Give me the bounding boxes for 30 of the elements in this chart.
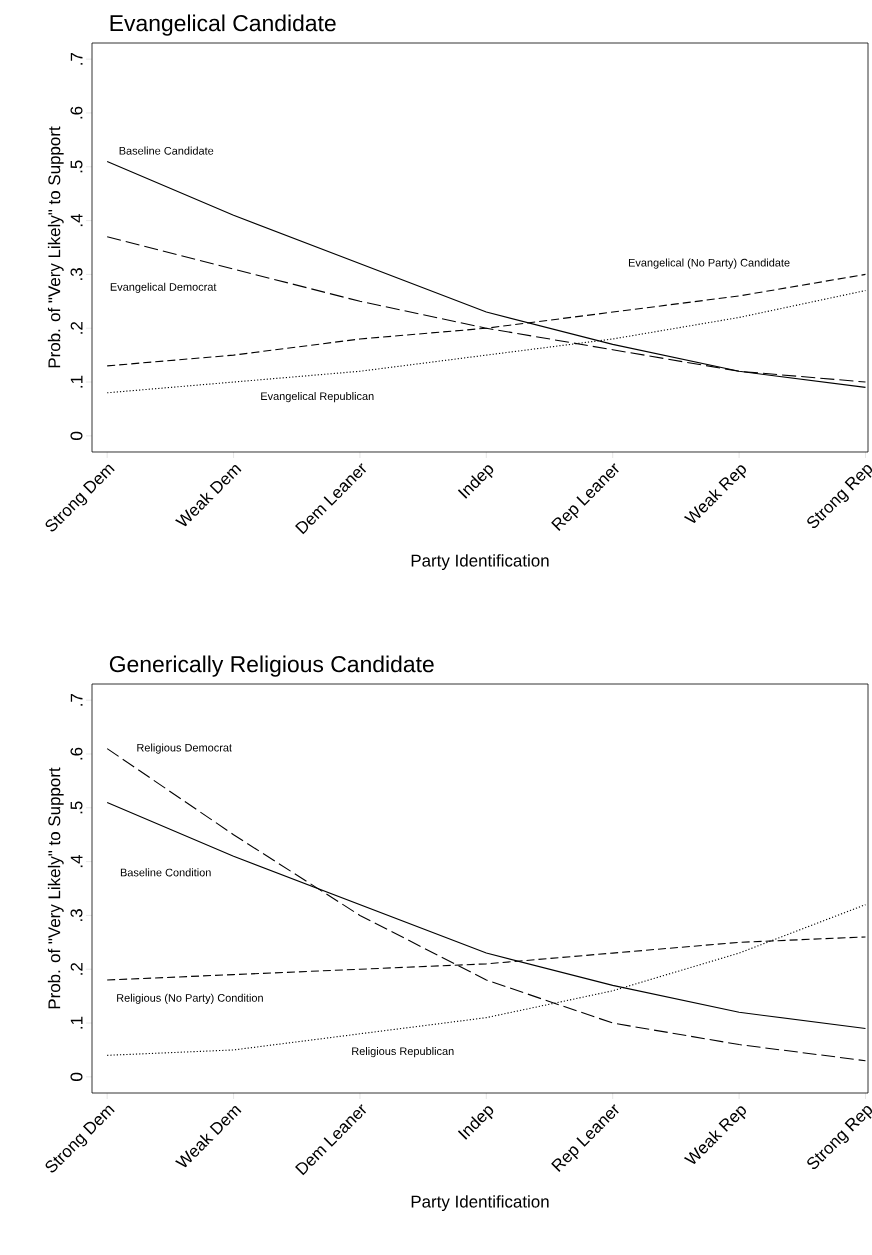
series-label: Religious (No Party) Condition bbox=[117, 993, 263, 1004]
x-axis-title: Party Identification bbox=[411, 1195, 549, 1211]
y-axis-title: Prob. of "Very Likely" to Support bbox=[47, 126, 64, 368]
y-tick-label: .1 bbox=[70, 1016, 83, 1029]
series-label: Evangelical Republican bbox=[261, 392, 374, 403]
series-label: Baseline Candidate bbox=[119, 146, 214, 155]
y-tick-label: .2 bbox=[70, 963, 83, 975]
y-tick-label: .3 bbox=[70, 268, 83, 280]
series-label: Religious Democrat bbox=[137, 743, 232, 754]
chart-title: Generically Religious Candidate bbox=[109, 655, 434, 677]
series-label: Evangelical (No Party) Candidate bbox=[628, 258, 790, 269]
y-tick-label: .5 bbox=[70, 160, 83, 173]
y-tick-label: .6 bbox=[70, 106, 83, 119]
y-tick-label: .5 bbox=[70, 801, 83, 814]
y-tick-label: .3 bbox=[70, 909, 83, 921]
y-tick-label: .1 bbox=[70, 375, 83, 388]
y-tick-label: .7 bbox=[70, 693, 83, 706]
y-tick-label: .7 bbox=[70, 52, 83, 65]
y-tick-label: 0 bbox=[70, 431, 83, 440]
y-tick-label: .4 bbox=[70, 214, 83, 227]
y-tick-label: .6 bbox=[70, 747, 83, 760]
y-axis-title: Prob. of "Very Likely" to Support bbox=[47, 767, 64, 1009]
series-label: Religious Republican bbox=[352, 1047, 454, 1058]
series-label: Baseline Condition bbox=[120, 868, 211, 877]
y-tick-label: 0 bbox=[70, 1072, 83, 1081]
x-axis-title: Party Identification bbox=[411, 554, 549, 570]
series-label: Evangelical Democrat bbox=[110, 282, 217, 293]
chart-title: Evangelical Candidate bbox=[110, 14, 336, 36]
y-tick-label: .2 bbox=[70, 322, 83, 334]
y-tick-label: .4 bbox=[70, 855, 83, 868]
